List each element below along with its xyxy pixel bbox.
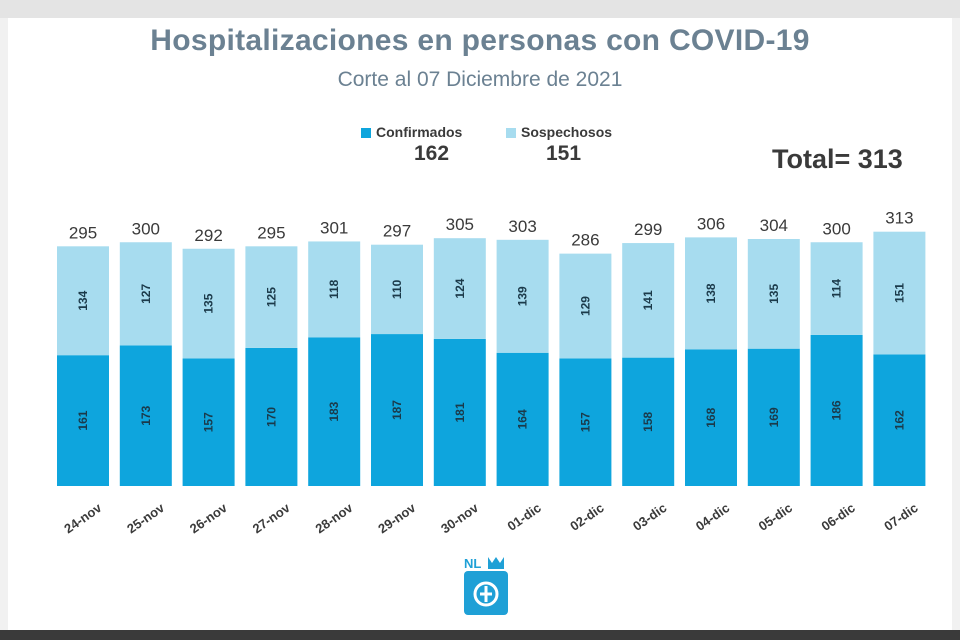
data-label-confirmados: 157: [202, 412, 216, 432]
data-label-confirmados: 162: [892, 410, 906, 430]
data-label-sospechosos: 134: [76, 290, 90, 310]
data-label-confirmados: 161: [76, 410, 90, 430]
bar-sospechosos: [371, 244, 423, 335]
legend-swatch-confirmados: [361, 128, 371, 138]
bar-confirmados: [685, 349, 737, 486]
data-label-sospechosos: 135: [202, 293, 216, 313]
legend-value-sospechosos: 151: [546, 142, 582, 165]
total-label: 306: [697, 214, 725, 233]
data-label-sospechosos: 135: [767, 284, 781, 304]
data-label-confirmados: 168: [704, 407, 718, 427]
data-label-confirmados: 173: [139, 405, 153, 425]
total-label: 295: [69, 223, 97, 242]
bar-confirmados: [433, 338, 486, 486]
data-label-confirmados: 183: [327, 401, 341, 421]
x-tick-label: 26-nov: [187, 500, 231, 537]
chart-title: Hospitalizaciones en personas con COVID-…: [150, 24, 810, 57]
x-tick-label: 28-nov: [312, 500, 356, 537]
legend-value-confirmados: 162: [414, 142, 450, 165]
x-tick-label: 24-nov: [61, 500, 105, 537]
total-label: 313: [885, 209, 913, 228]
x-tick-label: 05-dic: [756, 500, 795, 534]
data-label-confirmados: 157: [578, 412, 592, 432]
data-label-sospechosos: 129: [578, 296, 592, 316]
x-tick-label: 03-dic: [630, 500, 669, 534]
total-label: 297: [383, 222, 411, 241]
bar-sospechosos: [810, 242, 863, 335]
bar-sospechosos: [622, 243, 675, 358]
x-tick-label: 07-dic: [881, 500, 920, 534]
bar-sospechosos: [559, 253, 612, 359]
total-label: 303: [508, 217, 536, 236]
bar-confirmados: [308, 337, 361, 486]
legend-label-confirmados: Confirmados: [376, 124, 463, 140]
total-label: 305: [446, 215, 474, 234]
total-label: 292: [194, 226, 222, 245]
logo-text: NL: [464, 556, 482, 571]
data-label-confirmados: 186: [830, 400, 844, 420]
legend-swatch-sospechosos: [506, 128, 516, 138]
legend-label-sospechosos: Sospechosos: [521, 124, 613, 140]
data-label-sospechosos: 114: [830, 279, 844, 299]
data-label-sospechosos: 124: [453, 278, 467, 298]
data-label-sospechosos: 118: [327, 279, 341, 299]
total-label: 299: [634, 220, 662, 239]
bar-sospechosos: [873, 231, 926, 355]
total-label: 286: [571, 231, 599, 250]
data-label-confirmados: 170: [264, 407, 278, 427]
bar-confirmados: [496, 352, 549, 486]
chart-subtitle: Corte al 07 Diciembre de 2021: [337, 68, 623, 91]
x-tick-label: 25-nov: [124, 500, 168, 537]
data-label-sospechosos: 110: [390, 279, 404, 299]
data-label-confirmados: 164: [516, 409, 530, 429]
data-label-sospechosos: 139: [516, 286, 530, 306]
bar-sospechosos: [182, 248, 235, 359]
bar-confirmados: [873, 354, 926, 486]
bar-confirmados: [622, 357, 675, 486]
x-tick-label: 01-dic: [504, 500, 543, 534]
x-tick-label: 27-nov: [250, 500, 294, 537]
bar-sospechosos: [496, 239, 549, 353]
x-tick-label: 04-dic: [693, 500, 732, 534]
data-label-sospechosos: 127: [139, 284, 153, 304]
bar-confirmados: [810, 334, 863, 486]
x-tick-label: 02-dic: [567, 500, 606, 534]
total-label: 300: [822, 219, 850, 238]
bar-sospechosos: [245, 246, 298, 348]
bar-confirmados: [182, 358, 235, 486]
data-label-confirmados: 169: [767, 407, 781, 427]
bar-sospechosos: [308, 241, 361, 338]
bar-confirmados: [747, 348, 800, 486]
bar-confirmados: [245, 347, 298, 486]
bar-confirmados: [119, 345, 172, 486]
bar-sospechosos: [57, 246, 109, 356]
bottom-strip: [0, 630, 960, 640]
top-strip: [0, 0, 960, 18]
bar-confirmados: [559, 358, 612, 486]
bar-sospechosos: [119, 242, 172, 346]
bar-confirmados: [57, 355, 109, 486]
data-label-sospechosos: 125: [264, 287, 278, 307]
total-label: 295: [257, 223, 285, 242]
x-tick-label: 29-nov: [375, 500, 419, 537]
total-label: 301: [320, 218, 348, 237]
data-label-confirmados: 181: [453, 402, 467, 422]
total-label: 300: [132, 219, 160, 238]
total-label: 304: [760, 216, 788, 235]
data-label-sospechosos: 141: [641, 290, 655, 310]
data-label-sospechosos: 151: [892, 283, 906, 303]
data-label-confirmados: 187: [390, 400, 404, 420]
x-tick-label: 06-dic: [818, 500, 857, 534]
bar-sospechosos: [685, 237, 737, 350]
bar-confirmados: [371, 334, 423, 486]
nl-logo: [464, 557, 508, 615]
bar-sospechosos: [433, 238, 486, 339]
data-label-sospechosos: 138: [704, 283, 718, 303]
x-tick-label: 30-nov: [438, 500, 482, 537]
total-label: Total= 313: [772, 144, 903, 174]
bar-sospechosos: [747, 239, 800, 349]
data-label-confirmados: 158: [641, 411, 655, 431]
